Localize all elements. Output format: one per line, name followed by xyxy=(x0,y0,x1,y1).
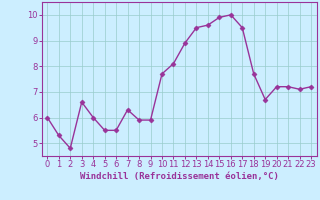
X-axis label: Windchill (Refroidissement éolien,°C): Windchill (Refroidissement éolien,°C) xyxy=(80,172,279,181)
